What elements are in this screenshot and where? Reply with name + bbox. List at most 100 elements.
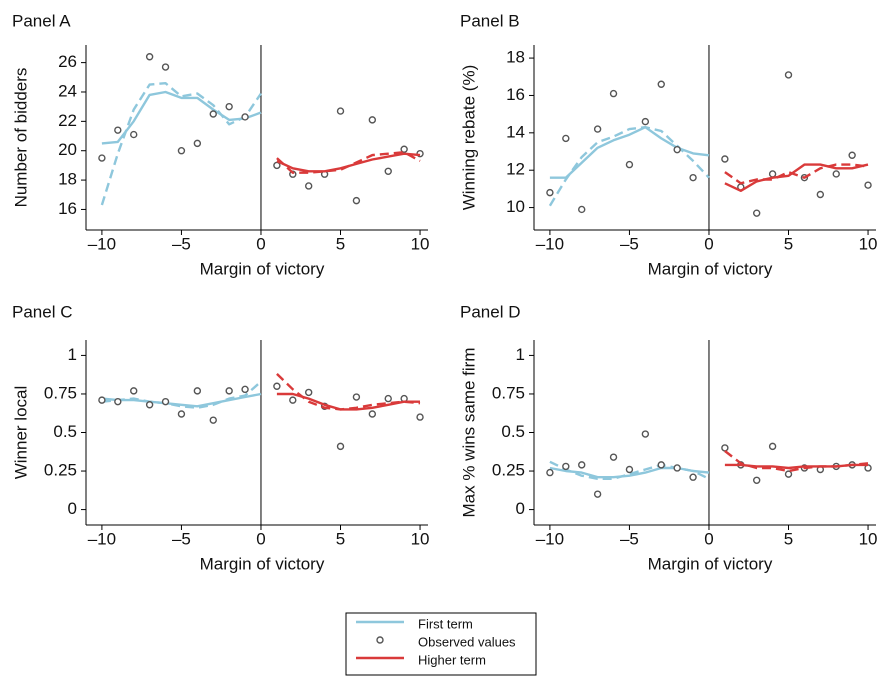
fit-line	[549, 466, 710, 479]
x-tick-label: –5	[172, 234, 191, 253]
observed-point	[562, 462, 570, 471]
observed-point	[609, 89, 618, 98]
observed-point	[304, 388, 313, 397]
x-tick-label: 5	[336, 234, 345, 253]
y-tick-label: 0.25	[44, 461, 77, 480]
observed-point	[625, 465, 634, 474]
observed-point	[384, 394, 392, 403]
y-axis-label: Winner local	[11, 386, 30, 480]
observed-point	[114, 397, 122, 406]
observed-point	[400, 145, 408, 153]
observed-point	[209, 416, 217, 424]
observed-point	[98, 154, 106, 162]
observed-point	[368, 410, 377, 418]
observed-point	[784, 71, 793, 79]
y-tick-label: 0.75	[44, 383, 77, 402]
y-tick-label: 16	[506, 85, 525, 104]
observed-point	[768, 170, 777, 178]
observed-point	[609, 453, 618, 461]
observed-point	[145, 401, 154, 409]
x-tick-label: 5	[336, 529, 345, 548]
y-tick-label: 10	[506, 197, 525, 216]
x-tick-label: 10	[411, 234, 430, 253]
x-tick-label: 0	[704, 529, 713, 548]
observed-point	[689, 173, 697, 182]
observed-point	[225, 387, 233, 395]
x-axis-label: Margin of victory	[648, 554, 773, 573]
observed-point	[657, 80, 665, 88]
fit-line	[276, 152, 421, 173]
y-tick-label: 22	[58, 111, 77, 130]
y-tick-label: 0.5	[501, 422, 525, 441]
observed-point	[832, 170, 840, 178]
x-tick-label: 10	[859, 529, 878, 548]
observed-point	[721, 444, 729, 452]
observed-point	[689, 473, 697, 481]
observed-point	[130, 387, 138, 395]
observed-point	[273, 382, 281, 390]
y-axis-label: Winning rebate (%)	[459, 65, 478, 211]
y-tick-label: 16	[58, 199, 77, 218]
observed-point	[546, 188, 554, 197]
y-tick-label: 12	[506, 160, 525, 179]
observed-point	[752, 476, 761, 484]
observed-point	[562, 134, 570, 143]
observed-point	[578, 461, 586, 469]
observed-point	[641, 430, 650, 438]
observed-point	[114, 126, 122, 134]
y-tick-label: 0	[68, 499, 77, 518]
legend-box	[345, 612, 537, 676]
y-tick-label: 24	[58, 81, 77, 100]
y-tick-label: 0.75	[492, 383, 525, 402]
observed-point	[784, 470, 793, 478]
fit-line	[724, 463, 868, 470]
legend-marker	[376, 636, 384, 644]
fit-line-dashed	[100, 82, 262, 206]
observed-point	[241, 385, 249, 394]
x-tick-label: 10	[411, 529, 430, 548]
observed-point	[193, 387, 202, 395]
observed-point	[864, 181, 872, 189]
observed-point	[145, 53, 154, 61]
panel: Panel D Max % wins same firm Margin of vic…	[459, 302, 877, 573]
observed-point	[416, 413, 424, 421]
observed-point	[352, 393, 361, 401]
x-tick-label: 0	[256, 529, 265, 548]
y-tick-label: 0.5	[53, 422, 77, 441]
legend-label: Observed values	[418, 634, 516, 649]
fit-line-dashed	[724, 163, 869, 185]
x-tick-label: 10	[859, 234, 878, 253]
y-tick-label: 0	[516, 499, 525, 518]
fit-line	[101, 90, 262, 145]
observed-point	[304, 182, 313, 190]
observed-point	[336, 107, 345, 115]
x-tick-label: 0	[256, 234, 265, 253]
observed-point	[161, 397, 170, 406]
panel-title: Panel A	[12, 11, 71, 30]
x-axis-label: Margin of victory	[648, 259, 773, 278]
observed-point	[241, 113, 249, 121]
fit-line	[101, 392, 262, 408]
x-tick-label: –5	[620, 234, 639, 253]
observed-point	[289, 396, 297, 404]
observed-point	[721, 155, 729, 163]
observed-point	[673, 464, 681, 472]
y-tick-label: 14	[506, 122, 525, 141]
x-tick-label: 5	[784, 234, 793, 253]
y-tick-label: 20	[58, 140, 77, 159]
fit-line	[724, 163, 869, 192]
observed-point	[130, 130, 138, 139]
observed-point	[177, 410, 186, 418]
observed-point	[673, 145, 681, 154]
legend-label: First term	[418, 616, 473, 631]
observed-point	[578, 205, 586, 214]
observed-point	[641, 117, 650, 126]
legend: First term Observed values Higher term	[345, 612, 537, 676]
y-tick-label: 26	[58, 52, 77, 71]
panel: Panel B Winning rebate (%) Margin of victo…	[459, 11, 877, 278]
observed-point	[225, 102, 233, 111]
x-tick-label: –10	[88, 529, 116, 548]
observed-point	[546, 468, 554, 477]
x-tick-label: –10	[88, 234, 116, 253]
